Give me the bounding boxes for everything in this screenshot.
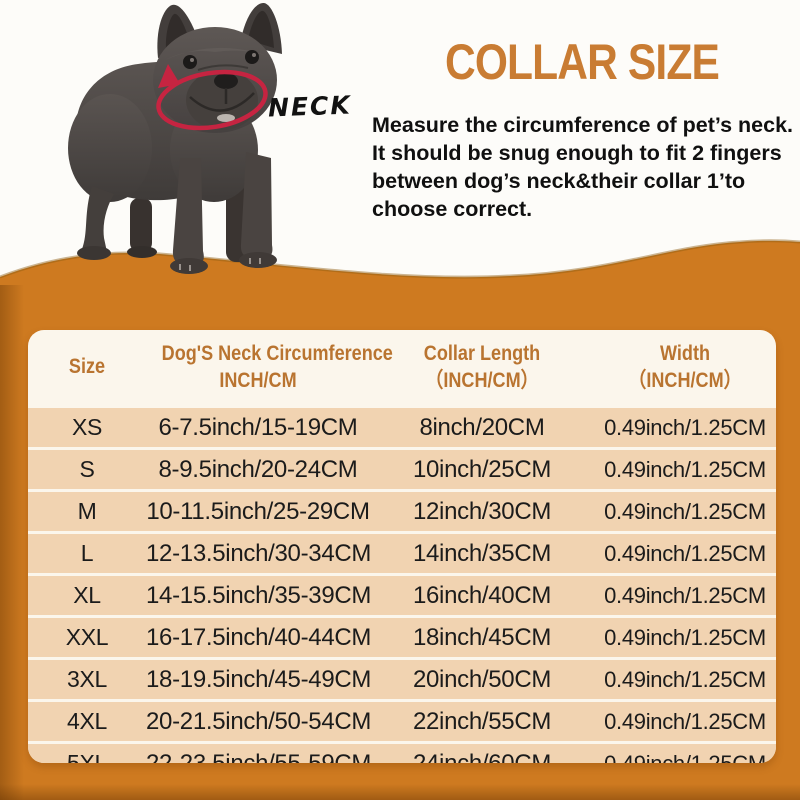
table-row: S 8-9.5inch/20-24CM 10inch/25CM 0.49inch… <box>28 447 776 489</box>
cell-neck: 18-19.5inch/45-49CM <box>146 665 372 693</box>
cell-length: 24inch/60CM <box>412 749 552 764</box>
cell-width: 0.49inch/1.25CM <box>604 414 766 440</box>
page-title: COLLAR SIZE <box>445 34 720 90</box>
cell-length: 14inch/35CM <box>412 539 552 567</box>
intro-line: Measure the circumference of pet’s neck. <box>372 112 794 137</box>
cell-neck: 20-21.5inch/50-54CM <box>146 707 372 735</box>
cell-neck: 14-15.5inch/35-39CM <box>146 581 372 609</box>
cell-size: M <box>77 498 97 524</box>
cell-neck: 12-13.5inch/30-34CM <box>146 539 372 567</box>
intro-line: It should be snug enough to fit 2 finger… <box>372 140 782 165</box>
cell-length: 10inch/25CM <box>412 455 552 483</box>
intro-line: choose correct. <box>372 196 533 221</box>
cell-width: 0.49inch/1.25CM <box>604 456 766 482</box>
table-row: 4XL 20-21.5inch/50-54CM 22inch/55CM 0.49… <box>28 699 776 741</box>
french-bulldog-illustration <box>68 2 282 274</box>
table-body: XS 6-7.5inch/15-19CM 8inch/20CM 0.49inch… <box>28 405 776 763</box>
column-header-neck-circumference: Dog'S Neck Circumference INCH/CM <box>161 342 393 392</box>
column-header-size: Size <box>68 355 106 379</box>
table-row: M 10-11.5inch/25-29CM 12inch/30CM 0.49in… <box>28 489 776 531</box>
column-header-width: Width （INCH/CM） <box>628 342 742 392</box>
cell-length: 18inch/45CM <box>412 623 552 651</box>
table-row: L 12-13.5inch/30-34CM 14inch/35CM 0.49in… <box>28 531 776 573</box>
cell-neck: 6-7.5inch/15-19CM <box>158 413 358 441</box>
table-row: XXL 16-17.5inch/40-44CM 18inch/45CM 0.49… <box>28 615 776 657</box>
cell-width: 0.49inch/1.25CM <box>604 666 766 692</box>
cell-size: 5XL <box>66 750 108 763</box>
table-row: XL 14-15.5inch/35-39CM 16inch/40CM 0.49i… <box>28 573 776 615</box>
size-chart-card: Size Dog'S Neck Circumference INCH/CM Co… <box>28 330 776 763</box>
cell-width: 0.49inch/1.25CM <box>604 750 766 764</box>
cell-size: S <box>79 456 95 482</box>
cell-neck: 16-17.5inch/40-44CM <box>146 623 372 651</box>
cell-length: 20inch/50CM <box>412 665 552 693</box>
cell-size: 4XL <box>66 708 108 734</box>
cell-size: XXL <box>65 624 109 650</box>
cell-length: 12inch/30CM <box>412 497 552 525</box>
table-row: XS 6-7.5inch/15-19CM 8inch/20CM 0.49inch… <box>28 405 776 447</box>
table-row: 3XL 18-19.5inch/45-49CM 20inch/50CM 0.49… <box>28 657 776 699</box>
cell-size: XL <box>73 582 101 608</box>
cell-neck: 22-23.5inch/55-59CM <box>146 749 372 764</box>
cell-size: XS <box>71 414 103 440</box>
cell-neck: 8-9.5inch/20-24CM <box>158 455 358 483</box>
column-header-collar-length: Collar Length （INCH/CM） <box>423 342 541 392</box>
neck-measure-loop <box>156 64 268 131</box>
neck-callout-label: NECK <box>267 90 353 123</box>
cell-width: 0.49inch/1.25CM <box>604 708 766 734</box>
table-row: 5XL 22-23.5inch/55-59CM 24inch/60CM 0.49… <box>28 741 776 763</box>
cell-neck: 10-11.5inch/25-29CM <box>146 497 370 525</box>
cell-width: 0.49inch/1.25CM <box>604 540 766 566</box>
cell-length: 8inch/20CM <box>419 413 545 441</box>
cell-length: 16inch/40CM <box>412 581 552 609</box>
intro-paragraph: Measure the circumference of pet’s neck.… <box>372 111 794 223</box>
hero-text-block: COLLAR SIZE Measure the circumference of… <box>372 34 794 223</box>
intro-line: between dog’s neck&their collar 1’to <box>372 168 746 193</box>
table-header-row: Size Dog'S Neck Circumference INCH/CM Co… <box>28 330 776 405</box>
cell-size: L <box>80 540 94 566</box>
cell-width: 0.49inch/1.25CM <box>604 498 766 524</box>
cell-width: 0.49inch/1.25CM <box>604 582 766 608</box>
cell-size: 3XL <box>66 666 108 692</box>
cell-length: 22inch/55CM <box>412 707 552 735</box>
cell-width: 0.49inch/1.25CM <box>604 624 766 650</box>
